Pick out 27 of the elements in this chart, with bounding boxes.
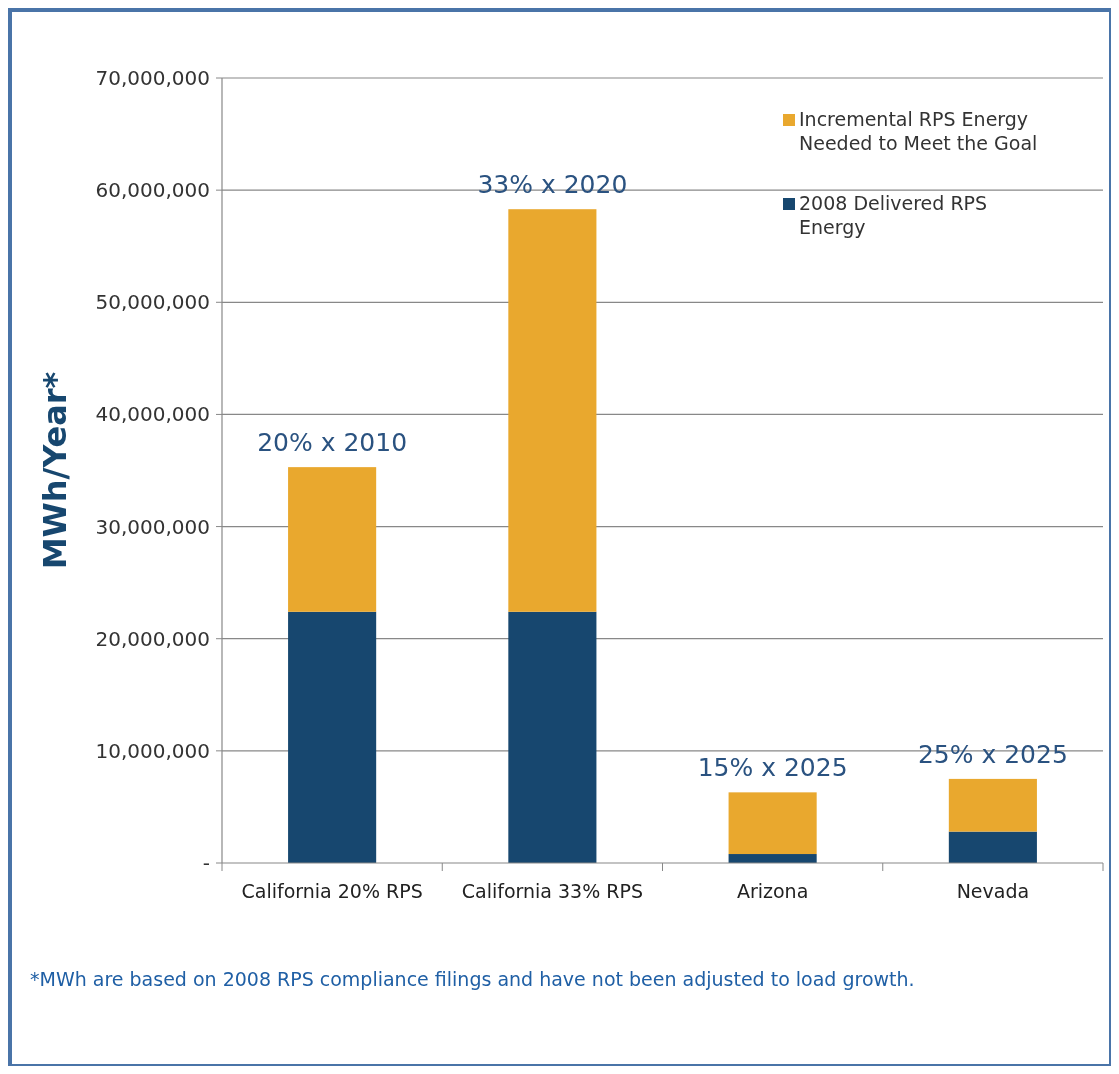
y-tick-label: 10,000,000 xyxy=(95,738,210,763)
bar xyxy=(948,831,1037,863)
y-axis-title: MWh/Year* xyxy=(36,371,74,570)
y-tick-label: 70,000,000 xyxy=(95,66,210,90)
y-tick-label: 50,000,000 xyxy=(95,290,210,315)
bar xyxy=(288,611,377,863)
y-tick-label: 20,000,000 xyxy=(95,626,210,651)
bar xyxy=(288,467,377,612)
x-tick-label: Nevada xyxy=(956,879,1030,902)
legend-label: 2008 Delivered RPS Energy xyxy=(799,192,988,238)
annotation: 15% x 2025 xyxy=(697,753,848,783)
legend-label: Incremental RPS Energy Needed to Meet the Goal xyxy=(799,108,1038,154)
y-tick-label: 30,000,000 xyxy=(95,514,210,539)
bar xyxy=(948,778,1037,832)
annotation: 33% x 2020 xyxy=(477,170,628,200)
x-tick-label: Arizona xyxy=(736,879,809,902)
bar xyxy=(508,611,597,863)
bar xyxy=(728,792,817,855)
y-tick-label: - xyxy=(202,851,210,875)
y-tick-label: 40,000,000 xyxy=(95,402,210,427)
annotation: 20% x 2010 xyxy=(257,428,408,458)
y-tick-label: 60,000,000 xyxy=(95,178,210,203)
text: *MWh are based on 2008 RPS compliance filings and have not been adjusted to load growth. xyxy=(30,968,915,990)
x-tick-label: California 20% RPS xyxy=(241,879,423,902)
annotation: 25% x 2025 xyxy=(917,739,1068,769)
x-tick-label: California 33% RPS xyxy=(461,879,644,902)
bar xyxy=(508,209,597,612)
